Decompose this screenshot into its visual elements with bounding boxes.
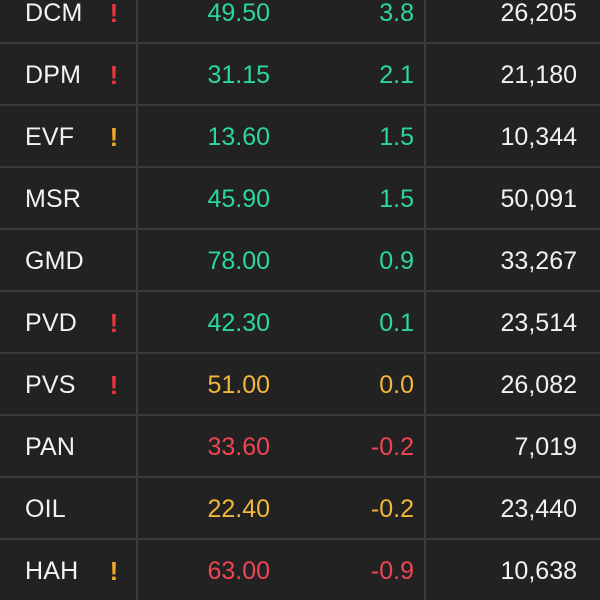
table-row[interactable]: DCM ! 49.50 3.8 26,205 [0,0,600,44]
symbol-cell: HAH [25,557,79,585]
symbol-cell: PAN [25,433,76,461]
volume-cell: 23,440 [500,495,577,523]
volume-cell: 10,344 [500,123,577,151]
symbol-cell: OIL [25,495,66,523]
warning-flag-icon: ! [109,556,119,586]
change-cell: 1.5 [379,123,414,151]
price-cell: 45.90 [207,185,270,213]
table-row[interactable]: OIL 22.40 -0.2 23,440 [0,480,600,540]
volume-cell: 26,082 [500,371,577,399]
price-cell: 78.00 [207,247,270,275]
table-row[interactable]: PVS ! 51.00 0.0 26,082 [0,356,600,416]
table-row[interactable]: HAH ! 63.00 -0.9 10,638 [0,542,600,600]
table-row[interactable]: DPM ! 31.15 2.1 21,180 [0,46,600,106]
warning-flag-icon [107,418,121,476]
volume-cell: 50,091 [500,185,577,213]
volume-cell: 21,180 [500,61,577,89]
symbol-cell: DPM [25,61,82,89]
warning-flag-icon: ! [109,370,119,400]
table-row[interactable]: GMD 78.00 0.9 33,267 [0,232,600,292]
change-cell: -0.9 [370,557,414,585]
volume-cell: 33,267 [500,247,577,275]
change-cell: 2.1 [379,61,414,89]
warning-flag-icon: ! [109,122,119,152]
price-cell: 33.60 [207,433,270,461]
table-row[interactable]: MSR 45.90 1.5 50,091 [0,170,600,230]
column-divider-change [424,0,426,600]
price-cell: 42.30 [207,309,270,337]
symbol-cell: EVF [25,123,75,151]
change-cell: -0.2 [370,495,414,523]
warning-flag-icon [107,480,121,538]
price-cell: 22.40 [207,495,270,523]
column-divider-symbol [136,0,138,600]
warning-flag-icon: ! [109,308,119,338]
warning-flag-icon [107,232,121,290]
change-cell: -0.2 [370,433,414,461]
table-row[interactable]: PVD ! 42.30 0.1 23,514 [0,294,600,354]
change-cell: 0.1 [379,309,414,337]
price-cell: 49.50 [207,0,270,27]
volume-cell: 7,019 [514,433,577,461]
price-cell: 31.15 [207,61,270,89]
change-cell: 0.9 [379,247,414,275]
symbol-cell: DCM [25,0,83,27]
volume-cell: 10,638 [500,557,577,585]
change-cell: 3.8 [379,0,414,27]
table-row[interactable]: PAN 33.60 -0.2 7,019 [0,418,600,478]
price-cell: 63.00 [207,557,270,585]
change-cell: 0.0 [379,371,414,399]
warning-flag-icon: ! [109,60,119,90]
price-cell: 13.60 [207,123,270,151]
warning-flag-icon [107,170,121,228]
table-row[interactable]: EVF ! 13.60 1.5 10,344 [0,108,600,168]
volume-cell: 23,514 [500,309,577,337]
symbol-cell: PVS [25,371,76,399]
price-cell: 51.00 [207,371,270,399]
change-cell: 1.5 [379,185,414,213]
volume-cell: 26,205 [500,0,577,27]
symbol-cell: MSR [25,185,82,213]
symbol-cell: PVD [25,309,78,337]
warning-flag-icon: ! [109,0,119,28]
symbol-cell: GMD [25,247,84,275]
